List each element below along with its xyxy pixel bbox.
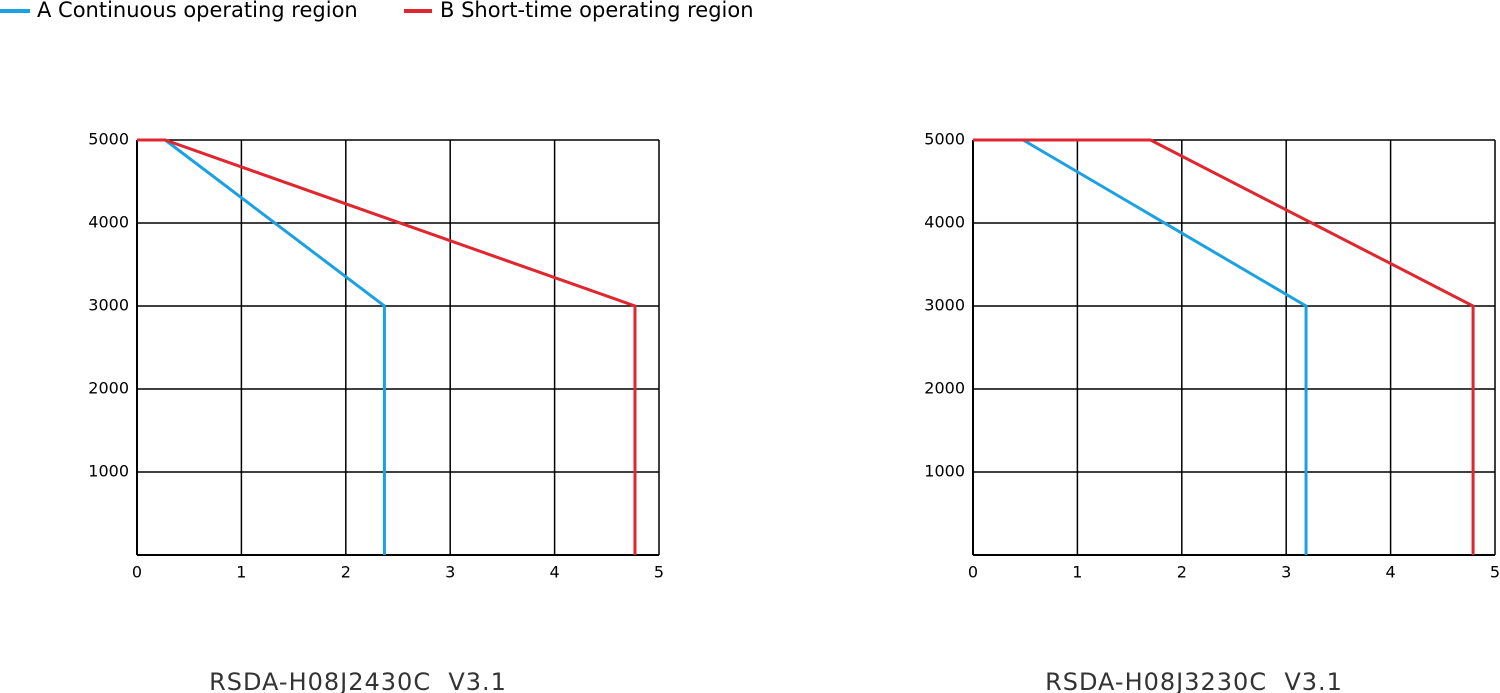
x-tick-label: 0 [132,563,142,582]
x-tick-label: 4 [1386,563,1396,582]
x-tick-label: 1 [1072,563,1082,582]
x-tick-label: 4 [550,563,560,582]
x-tick-label: 0 [968,563,978,582]
x-tick-label: 1 [236,563,246,582]
y-tick-label: 5000 [88,130,129,149]
x-tick-label: 3 [445,563,455,582]
y-tick-label: 3000 [88,296,129,315]
title: RSDA-H08J3230C V3.1 [1045,668,1343,693]
y-tick-label: 3000 [924,296,965,315]
y-tick-label: 4000 [88,213,129,232]
y-tick-label: 4000 [924,213,965,232]
legend-label: A Continuous operating region [37,0,358,22]
series-line [973,138,1475,555]
y-tick-label: 1000 [924,462,965,481]
y-tick-label: 1000 [88,462,129,481]
y-tick-label: 5000 [924,130,965,149]
y-tick-label: 2000 [924,379,965,398]
x-tick-label: 3 [1281,563,1291,582]
x-tick-label: 5 [1490,563,1500,582]
legend-label: B Short-time operating region [440,0,754,22]
x-tick-label: 2 [341,563,351,582]
y-tick-label: 2000 [88,379,129,398]
series-line [137,138,637,555]
series-line [1022,138,1308,555]
title: RSDA-H08J2430C V3.1 [209,668,507,693]
x-tick-label: 5 [654,563,664,582]
x-tick-label: 2 [1177,563,1187,582]
series-line [164,138,386,555]
